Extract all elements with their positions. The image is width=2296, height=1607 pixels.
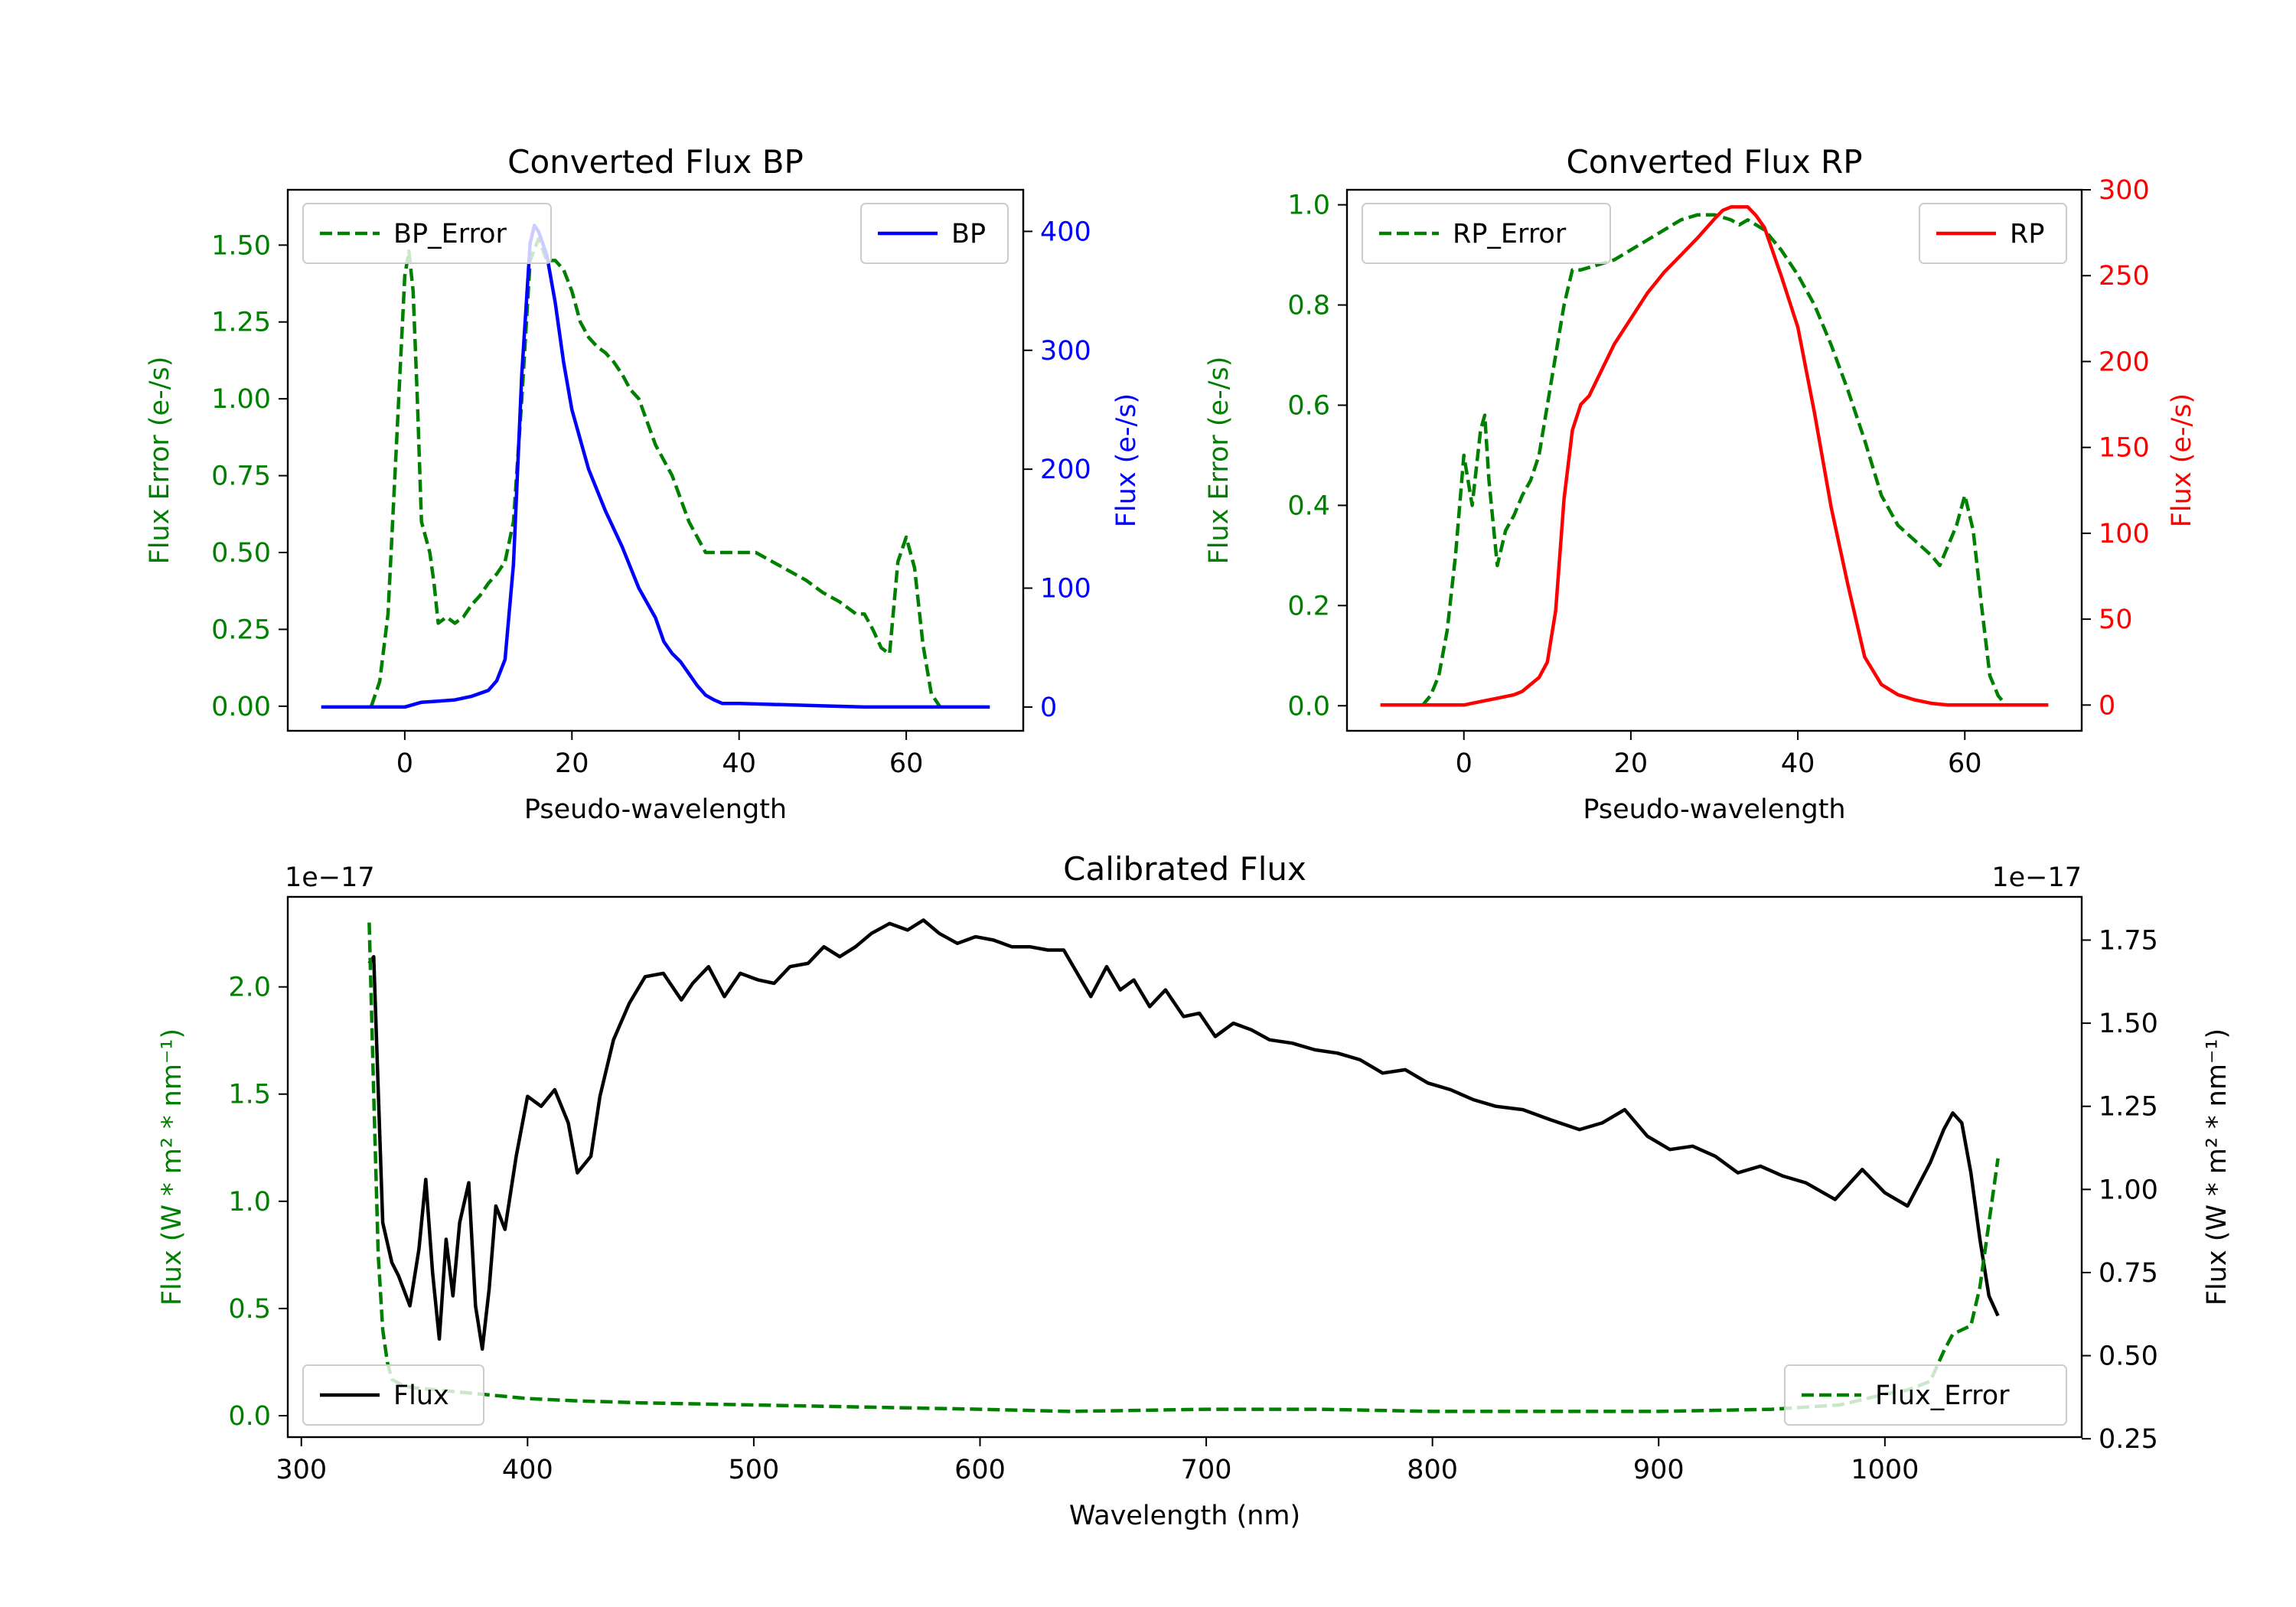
x-tick-label: 60 xyxy=(1948,748,1982,779)
series-line-bp xyxy=(321,223,990,709)
chart-bp: 0 20 40 60 0.00 0.25 0.50 0.75 1.00 1.25 1.50 0 100 2… xyxy=(145,143,1142,825)
x-tick-label: 800 xyxy=(1407,1455,1458,1485)
x-tick-label: 40 xyxy=(722,748,756,779)
y-left-tick-label: 0.8 xyxy=(1287,291,1330,321)
y-right-axis-label: Flux (e-/s) xyxy=(2167,393,2197,527)
legend-bp-error: BP_Error xyxy=(302,203,552,264)
y-left-tick-label: 0.0 xyxy=(1287,691,1330,722)
x-tick-label: 0 xyxy=(396,748,413,779)
y-left-tick-label: 0.2 xyxy=(1287,591,1330,621)
legend-label: RP_Error xyxy=(1453,219,1567,249)
y-left-tick-label: 1.25 xyxy=(211,308,271,338)
y-right-tick-label: 1.50 xyxy=(2099,1009,2158,1039)
y-left-tick-label: 0.5 xyxy=(228,1294,271,1325)
chart-cal: 300 400 500 600 700 800 900 1000 0.0 0.5 1.0 1.5 2.0… xyxy=(157,850,2232,1531)
y-left-tick-label: 0.6 xyxy=(1287,390,1330,421)
y-left-axis-label: Flux Error (e-/s) xyxy=(145,357,175,565)
y-left-tick-label: 1.50 xyxy=(211,230,271,261)
y-right-tick-label: 200 xyxy=(1040,455,1091,485)
x-axis-label: Pseudo-wavelength xyxy=(524,794,787,825)
y-right-tick-label: 0.25 xyxy=(2099,1424,2158,1455)
y-right-tick-label: 1.75 xyxy=(2099,925,2158,956)
y-right-tick-label: 1.25 xyxy=(2099,1092,2158,1123)
x-tick-label: 20 xyxy=(555,748,589,779)
legend-rp: RP xyxy=(1919,203,2067,264)
series-line-flux xyxy=(367,918,2000,1351)
chart-rp: 0 20 40 60 0.0 0.2 0.4 0.6 0.8 1.0 0 50 100 150 200 250… xyxy=(1204,143,2197,825)
y-right-tick-label: 300 xyxy=(1040,336,1091,367)
x-tick-label: 20 xyxy=(1614,748,1649,779)
y-right-tick-label: 200 xyxy=(2099,347,2150,377)
x-axis-label: Pseudo-wavelength xyxy=(1583,794,1845,825)
legend-bp: BP xyxy=(860,203,1009,264)
y-right-tick-label: 100 xyxy=(2099,519,2150,549)
series-line-rp-error xyxy=(1420,213,2008,707)
legend-label: Flux xyxy=(393,1380,449,1411)
chart-title: Calibrated Flux xyxy=(1063,850,1306,888)
y-left-tick-label: 0.75 xyxy=(211,461,271,492)
y-left-tick-label: 0.50 xyxy=(211,538,271,569)
legend-box xyxy=(1784,1364,2067,1426)
y-left-tick-label: 0.0 xyxy=(228,1401,271,1432)
y-right-tick-label: 0.50 xyxy=(2099,1341,2158,1372)
x-tick-label: 300 xyxy=(276,1455,327,1485)
y-right-tick-label: 1.00 xyxy=(2099,1175,2158,1205)
offset-label-left: 1e−17 xyxy=(285,862,375,893)
y-left-tick-label: 1.0 xyxy=(228,1187,271,1217)
plot-frame xyxy=(286,895,2083,1439)
legend-box xyxy=(302,203,552,264)
plot-frame xyxy=(286,188,1025,732)
series-line-rp xyxy=(1380,205,2049,707)
x-tick-label: 0 xyxy=(1456,748,1473,779)
y-right-tick-label: 50 xyxy=(2099,605,2133,635)
x-tick-label: 700 xyxy=(1181,1455,1232,1485)
offset-label-right: 1e−17 xyxy=(1991,862,2082,893)
legend-flux-error: Flux_Error xyxy=(1784,1364,2067,1426)
x-tick-label: 900 xyxy=(1633,1455,1684,1485)
y-left-tick-label: 2.0 xyxy=(228,973,271,1003)
y-left-tick-label: 1.5 xyxy=(228,1080,271,1110)
y-right-axis-label: Flux (e-/s) xyxy=(1111,393,1142,527)
x-axis-label: Wavelength (nm) xyxy=(1069,1501,1300,1531)
y-left-tick-label: 1.0 xyxy=(1287,191,1330,221)
legend-label: BP xyxy=(951,219,986,249)
legend-label: Flux_Error xyxy=(1875,1380,2010,1411)
y-right-tick-label: 400 xyxy=(1040,217,1091,247)
x-tick-label: 1000 xyxy=(1851,1455,1919,1485)
y-left-tick-label: 0.00 xyxy=(211,692,271,722)
plot-frame xyxy=(1345,188,2083,732)
x-tick-label: 600 xyxy=(954,1455,1006,1485)
y-left-tick-label: 0.25 xyxy=(211,614,271,645)
y-right-axis-label: Flux (W * m² * nm⁻¹) xyxy=(2202,1028,2232,1305)
y-right-tick-label: 0 xyxy=(1040,693,1057,723)
y-right-tick-label: 0 xyxy=(2099,690,2115,721)
legend-rp-error: RP_Error xyxy=(1362,203,1611,264)
x-tick-label: 400 xyxy=(502,1455,553,1485)
chart-title: Converted Flux RP xyxy=(1566,143,1862,181)
series-line-bp-error xyxy=(370,237,941,708)
y-left-axis-label: Flux Error (e-/s) xyxy=(1204,357,1234,565)
y-right-tick-label: 0.75 xyxy=(2099,1258,2158,1289)
y-right-tick-label: 150 xyxy=(2099,433,2150,464)
legend-label: BP_Error xyxy=(393,219,507,249)
y-right-tick-label: 100 xyxy=(1040,574,1091,605)
legend-box xyxy=(302,1364,484,1426)
y-left-axis-label: Flux (W * m² * nm⁻¹) xyxy=(157,1028,188,1305)
y-left-tick-label: 1.00 xyxy=(211,384,271,415)
legend-box xyxy=(1362,203,1611,264)
chart-title: Converted Flux BP xyxy=(507,143,804,181)
y-right-tick-label: 250 xyxy=(2099,261,2150,292)
x-tick-label: 40 xyxy=(1781,748,1815,779)
y-right-tick-label: 300 xyxy=(2099,175,2150,206)
legend-label: RP xyxy=(2010,219,2044,249)
legend-flux: Flux xyxy=(302,1364,484,1426)
x-tick-label: 60 xyxy=(889,748,924,779)
x-tick-label: 500 xyxy=(729,1455,780,1485)
y-left-tick-label: 0.4 xyxy=(1287,491,1330,521)
